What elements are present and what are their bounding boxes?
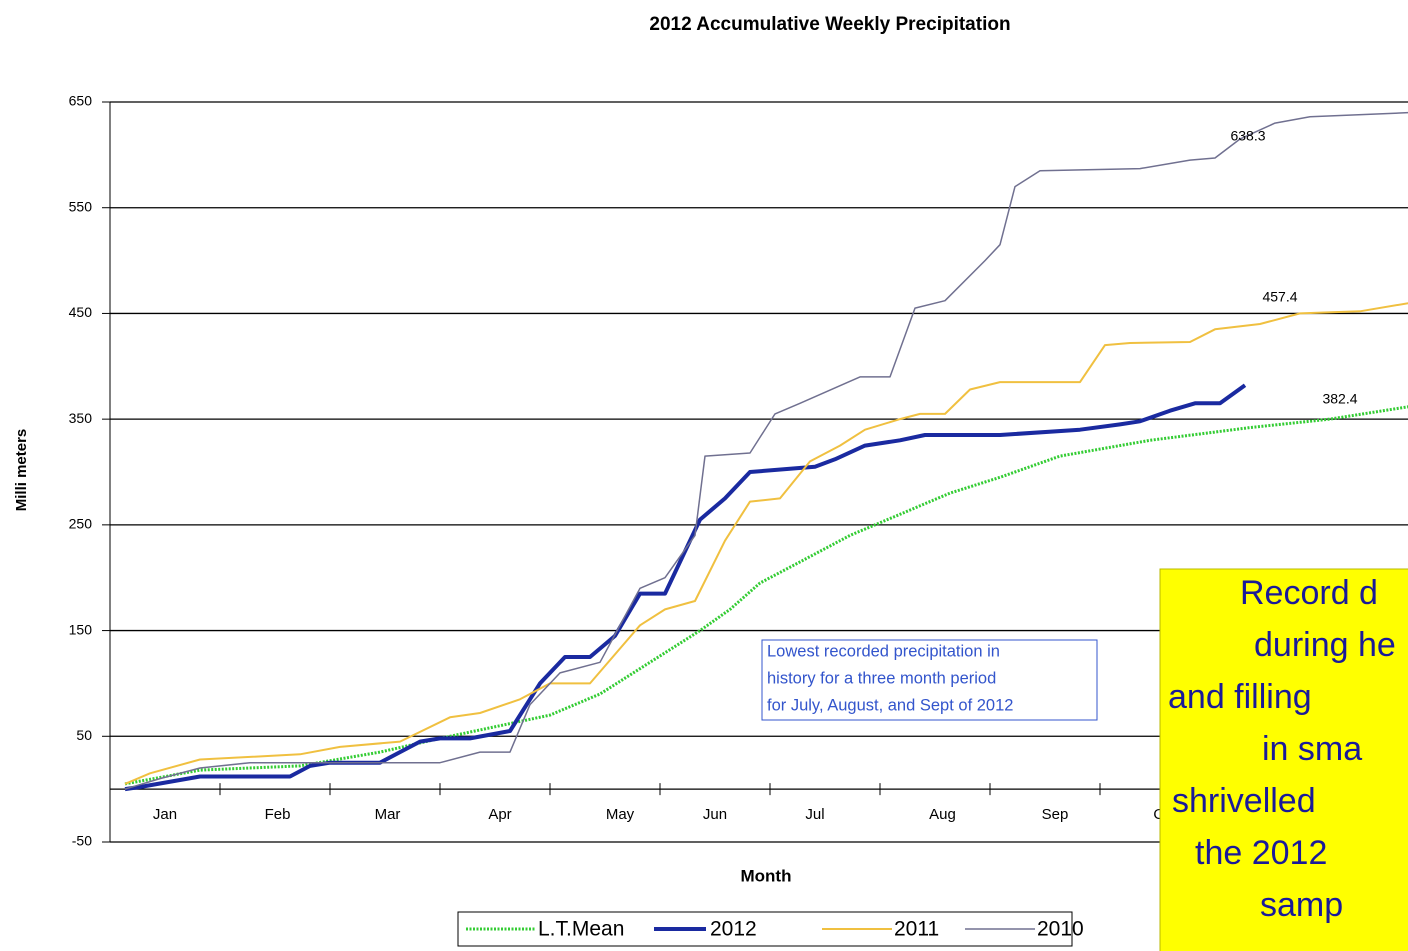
note-text: the 2012 — [1195, 834, 1327, 872]
note-text: during he — [1254, 626, 1396, 664]
legend: L.T.Mean 2012 2011 2010 — [457, 911, 1084, 947]
y-tick-label: 550 — [69, 198, 93, 214]
x-tick-label: Jun — [703, 806, 727, 823]
value-annotation: 457.4 — [1262, 289, 1297, 305]
legend-label: 2011 — [894, 918, 939, 941]
y-axis-label: Milli meters — [13, 429, 30, 512]
overlays: 638.3 457.4 382.4 Lowest recorded precipita… — [457, 128, 1408, 951]
x-tick-label: Jul — [805, 806, 824, 823]
x-tick-label: Sep — [1042, 806, 1069, 823]
callout-text: for July, August, and Sept of 2012 — [767, 696, 1013, 714]
y-tick-label: 50 — [76, 727, 92, 743]
series-line — [124, 383, 1247, 792]
x-axis-label: Month — [741, 866, 792, 885]
y-tick-label: 650 — [69, 93, 93, 109]
note-text: samp — [1260, 886, 1343, 924]
plot-lines — [124, 111, 1408, 792]
y-tick-label: 250 — [69, 516, 93, 532]
note-text: shrivelled — [1172, 782, 1316, 820]
y-tick-label: 150 — [69, 621, 93, 637]
chart-title: 2012 Accumulative Weekly Precipitation — [649, 14, 1010, 35]
legend-label: L.T.Mean — [538, 918, 624, 941]
note-text: in sma — [1262, 730, 1362, 768]
value-annotation: 638.3 — [1230, 128, 1265, 144]
callout-text: history for a three month period — [767, 669, 996, 687]
y-tick-label: -50 — [72, 833, 92, 849]
x-tick-label: Feb — [265, 806, 291, 823]
y-tick-label: 350 — [69, 410, 93, 426]
x-tick-label: Jan — [153, 806, 177, 823]
legend-label: 2012 — [710, 918, 757, 941]
x-tick-label: Mar — [375, 806, 401, 823]
legend-label: 2010 — [1037, 918, 1084, 941]
x-tick-label: Apr — [488, 806, 511, 823]
note-text: and filling — [1168, 678, 1312, 716]
series-line — [124, 111, 1408, 790]
x-tick-label: Aug — [929, 806, 956, 823]
note-box — [1159, 568, 1408, 951]
series-line — [124, 302, 1408, 785]
y-tick-label: 450 — [69, 304, 93, 320]
value-annotation: 382.4 — [1322, 391, 1357, 407]
note-text: Record d — [1240, 574, 1378, 612]
x-tick-label: May — [606, 806, 635, 823]
callout-box — [761, 639, 1098, 721]
grid: -50 50 150 250 350 450 550 650 Jan Feb Mar Apr May Ju… — [69, 93, 1408, 849]
callout-text: Lowest recorded precipitation in — [767, 642, 1000, 660]
